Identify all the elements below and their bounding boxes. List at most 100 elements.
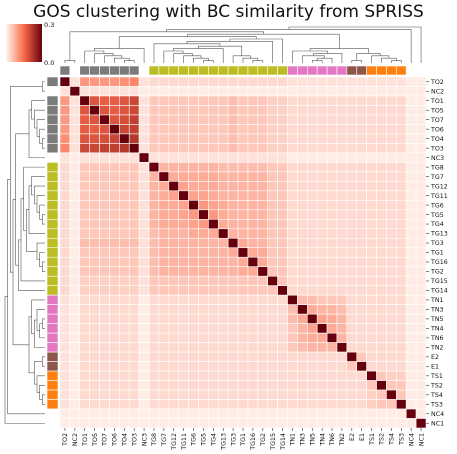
heatmap-cell: [168, 86, 179, 97]
heatmap-cell: [247, 266, 259, 277]
heatmap-cell: [376, 275, 387, 287]
heatmap-cell: [178, 304, 189, 315]
column-group-swatch: [297, 65, 308, 76]
heatmap-cell: [396, 133, 407, 144]
heatmap-cell: [267, 361, 278, 372]
heatmap-cell: [79, 418, 90, 429]
heatmap-cell: [59, 294, 71, 305]
heatmap-cell: [168, 190, 179, 201]
column-label: TO2: [62, 433, 69, 447]
row-label: TG15: [430, 278, 448, 285]
heatmap-cell: [277, 399, 288, 410]
heatmap-cell: [119, 294, 130, 305]
heatmap-cell: [267, 171, 278, 182]
heatmap-cell: [99, 418, 110, 429]
heatmap-cell: [99, 380, 110, 391]
heatmap-cell: [376, 418, 387, 429]
heatmap-cell: [415, 370, 427, 381]
heatmap-cell: [79, 304, 90, 315]
heatmap-cell: [316, 304, 328, 315]
heatmap-cell: [128, 370, 140, 381]
heatmap-cell: [396, 304, 407, 315]
heatmap-cell: [326, 342, 338, 353]
row-label: TN6: [430, 335, 444, 342]
heatmap-cell: [257, 313, 269, 324]
heatmap-cell: [138, 285, 150, 296]
column-label: TS3: [398, 433, 405, 446]
heatmap-cell: [346, 399, 358, 410]
heatmap-cell: [109, 256, 120, 268]
heatmap-cell: [306, 313, 318, 324]
heatmap-cell: [158, 209, 170, 220]
row-label: NC1: [431, 420, 444, 427]
heatmap-cell: [198, 219, 209, 230]
heatmap-cell: [287, 181, 298, 192]
heatmap-cell: [237, 418, 249, 429]
column-label: TO1: [82, 433, 89, 447]
heatmap-cell: [79, 105, 90, 116]
colorbar: 0.3 0.0: [6, 21, 54, 67]
heatmap-cell: [356, 200, 367, 211]
heatmap-cell: [386, 418, 397, 429]
heatmap-cell: [208, 275, 219, 287]
row-label: TG16: [430, 259, 448, 266]
heatmap-cell: [405, 304, 417, 315]
row-label: TS3: [430, 401, 443, 408]
heatmap-cell: [138, 304, 150, 315]
heatmap-cell: [138, 95, 150, 106]
heatmap-cell: [99, 143, 110, 154]
row-group-swatch: [46, 105, 59, 116]
heatmap-cell: [326, 114, 338, 125]
heatmap-cell: [109, 399, 120, 410]
dendrogram-link: [288, 26, 422, 63]
heatmap-cell: [237, 124, 249, 135]
heatmap-cell: [326, 200, 338, 211]
heatmap-cell: [396, 152, 407, 163]
heatmap-cell: [366, 181, 377, 192]
heatmap-cell: [356, 143, 367, 154]
heatmap-cell: [267, 105, 278, 116]
heatmap-cell: [346, 332, 358, 343]
dendrogram-link: [39, 323, 45, 339]
column-label: TN6: [329, 433, 336, 447]
heatmap-cell: [415, 313, 427, 324]
heatmap-cell: [138, 209, 150, 220]
heatmap-cell: [405, 86, 417, 97]
heatmap-cell: [277, 133, 288, 144]
heatmap-cell: [366, 171, 377, 182]
heatmap-cell: [217, 351, 229, 362]
dendrogram-link: [351, 60, 363, 63]
heatmap-cell: [326, 313, 338, 324]
heatmap-cell: [376, 209, 387, 220]
heatmap-cell: [277, 105, 288, 116]
column-group-swatch: [277, 65, 288, 76]
heatmap-cell: [59, 219, 71, 230]
heatmap-cell: [366, 294, 377, 305]
row-label: TG14: [430, 288, 448, 295]
heatmap-cell: [138, 200, 150, 211]
heatmap-cell: [178, 133, 189, 144]
heatmap-cell: [79, 76, 90, 87]
heatmap-cell: [316, 95, 328, 106]
heatmap-cell: [217, 171, 229, 182]
heatmap-cell: [366, 190, 377, 201]
heatmap-cell: [287, 313, 298, 324]
heatmap-cell: [376, 294, 387, 305]
dendrogram-link: [36, 242, 45, 260]
heatmap-cell: [59, 313, 71, 324]
heatmap-cell: [336, 380, 348, 391]
row-label: TN1: [430, 297, 444, 304]
heatmap-cell: [89, 370, 100, 381]
heatmap-cell: [287, 342, 298, 353]
heatmap-cell: [287, 209, 298, 220]
heatmap-cell: [415, 275, 427, 287]
heatmap-cell: [267, 162, 278, 173]
heatmap-cell: [237, 133, 249, 144]
row-group-swatch: [46, 275, 59, 287]
heatmap-cell: [267, 285, 278, 296]
heatmap-cell: [257, 285, 269, 296]
row-label: TS4: [430, 392, 443, 399]
heatmap-cell: [178, 200, 189, 211]
heatmap-cell: [346, 105, 358, 116]
dendrogram-link: [31, 299, 45, 335]
